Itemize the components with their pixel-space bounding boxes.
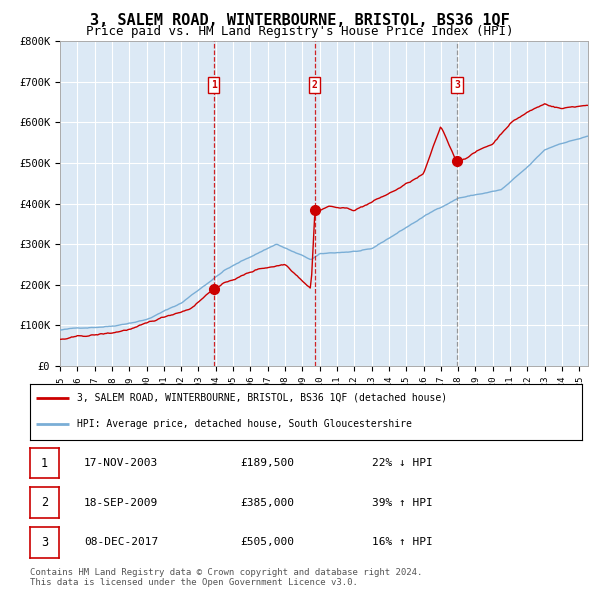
Text: 16% ↑ HPI: 16% ↑ HPI: [372, 537, 433, 547]
Text: £189,500: £189,500: [240, 458, 294, 468]
Text: 1: 1: [211, 80, 217, 90]
Text: 22% ↓ HPI: 22% ↓ HPI: [372, 458, 433, 468]
Text: 3: 3: [41, 536, 48, 549]
Text: 2: 2: [312, 80, 318, 90]
Text: 2: 2: [41, 496, 48, 509]
Text: 17-NOV-2003: 17-NOV-2003: [84, 458, 158, 468]
Text: £385,000: £385,000: [240, 498, 294, 507]
Text: HPI: Average price, detached house, South Gloucestershire: HPI: Average price, detached house, Sout…: [77, 419, 412, 430]
Text: 3, SALEM ROAD, WINTERBOURNE, BRISTOL, BS36 1QF (detached house): 3, SALEM ROAD, WINTERBOURNE, BRISTOL, BS…: [77, 392, 447, 402]
Text: 08-DEC-2017: 08-DEC-2017: [84, 537, 158, 547]
Text: 18-SEP-2009: 18-SEP-2009: [84, 498, 158, 507]
Text: 3: 3: [454, 80, 460, 90]
Text: 1: 1: [41, 457, 48, 470]
Text: 39% ↑ HPI: 39% ↑ HPI: [372, 498, 433, 507]
Text: Price paid vs. HM Land Registry's House Price Index (HPI): Price paid vs. HM Land Registry's House …: [86, 25, 514, 38]
Text: £505,000: £505,000: [240, 537, 294, 547]
Text: 3, SALEM ROAD, WINTERBOURNE, BRISTOL, BS36 1QF: 3, SALEM ROAD, WINTERBOURNE, BRISTOL, BS…: [90, 13, 510, 28]
Text: Contains HM Land Registry data © Crown copyright and database right 2024.
This d: Contains HM Land Registry data © Crown c…: [30, 568, 422, 587]
